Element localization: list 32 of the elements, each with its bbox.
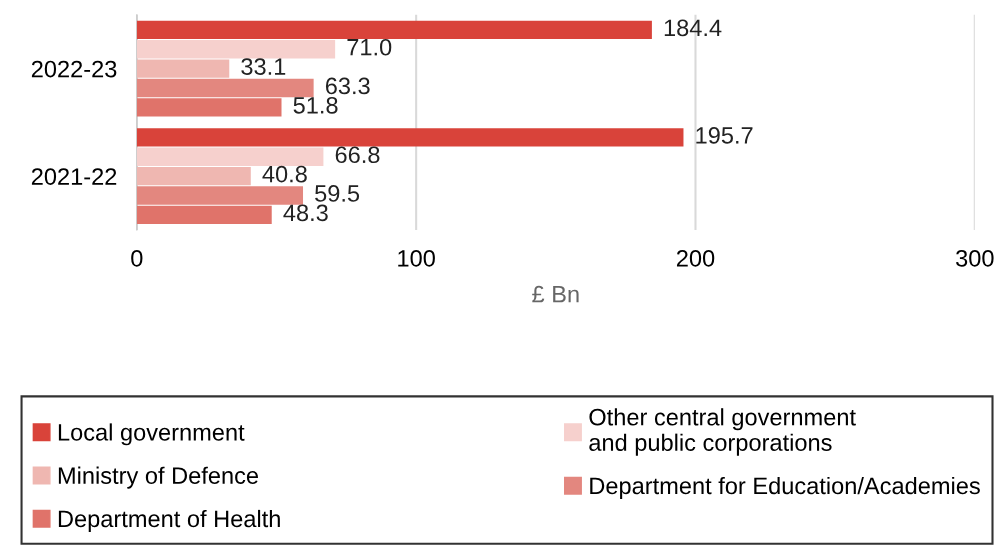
data-label: 33.1: [241, 58, 286, 75]
x-axis-title: £ Bn: [532, 285, 579, 303]
x-tick-label: 300: [956, 249, 994, 267]
bar: [136, 40, 336, 59]
bar: [136, 205, 272, 225]
x-tick-label: 200: [676, 249, 715, 267]
x-tick-label: 100: [398, 249, 435, 267]
y-tick-label: 2021-22: [31, 168, 117, 185]
bar: [136, 128, 684, 147]
data-label: 71.0: [347, 38, 392, 56]
data-label: 40.8: [262, 165, 307, 183]
bar: [136, 78, 314, 98]
data-label: 184.4: [664, 19, 722, 37]
bar: [136, 98, 282, 117]
legend-label: Local government: [58, 423, 245, 446]
data-label: 63.3: [325, 77, 370, 95]
data-label: 195.7: [696, 127, 753, 144]
data-label: 48.3: [283, 204, 328, 222]
data-label: 66.8: [335, 146, 380, 164]
bar: [136, 186, 304, 205]
data-label: 51.8: [293, 96, 338, 114]
legend-label: Other central government and public corporations: [589, 408, 856, 456]
bar: [136, 166, 251, 186]
legend-label: Ministry of Defence: [58, 466, 258, 489]
bar: [136, 147, 324, 166]
bar: [136, 20, 652, 40]
legend-label: Department for Education/Academies: [590, 476, 980, 499]
data-label: 59.5: [315, 185, 360, 202]
legend-label: Department of Health: [58, 509, 280, 532]
x-tick-label: 0: [131, 249, 143, 267]
bar: [136, 59, 230, 78]
y-tick-label: 2022-23: [31, 60, 117, 78]
